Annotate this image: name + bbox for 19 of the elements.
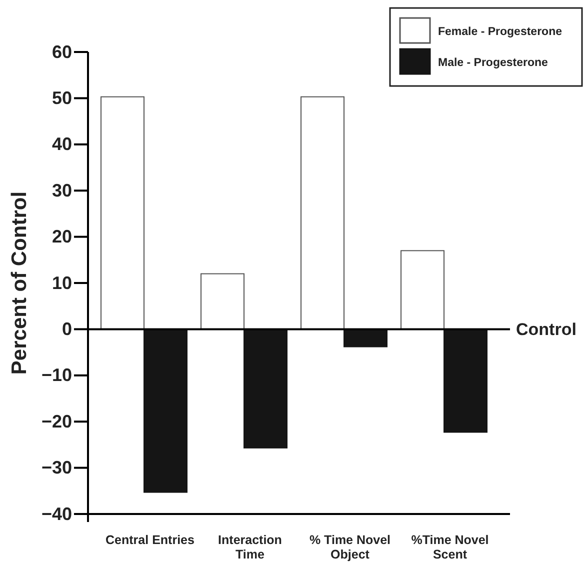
y-axis-title: Percent of Control bbox=[8, 191, 31, 375]
y-tick-label: 60 bbox=[52, 42, 72, 62]
y-tick-label: 30 bbox=[52, 180, 72, 200]
y-tick-label: 20 bbox=[52, 226, 72, 247]
x-tick-label: %Time Novel Scent bbox=[411, 533, 489, 562]
y-tick-label: 0 bbox=[62, 318, 72, 339]
legend-label: Female - Progesterone bbox=[438, 26, 562, 38]
y-tick-label: 40 bbox=[52, 134, 72, 154]
ref-line-label: Control bbox=[516, 320, 576, 340]
x-tick-label: Central Entries bbox=[106, 533, 195, 547]
y-tick-label: −30 bbox=[41, 458, 72, 478]
y-tick-label: −20 bbox=[41, 411, 72, 432]
legend-label: Male - Progesterone bbox=[438, 57, 548, 69]
x-tick-label: % Time Novel Object bbox=[309, 533, 391, 562]
y-tick-label: 10 bbox=[52, 272, 72, 293]
y-tick-label: −40 bbox=[41, 504, 72, 524]
x-tick-label: Interaction Time bbox=[218, 533, 282, 562]
y-tick-label: 50 bbox=[52, 88, 72, 108]
y-tick-label: −10 bbox=[41, 365, 72, 386]
